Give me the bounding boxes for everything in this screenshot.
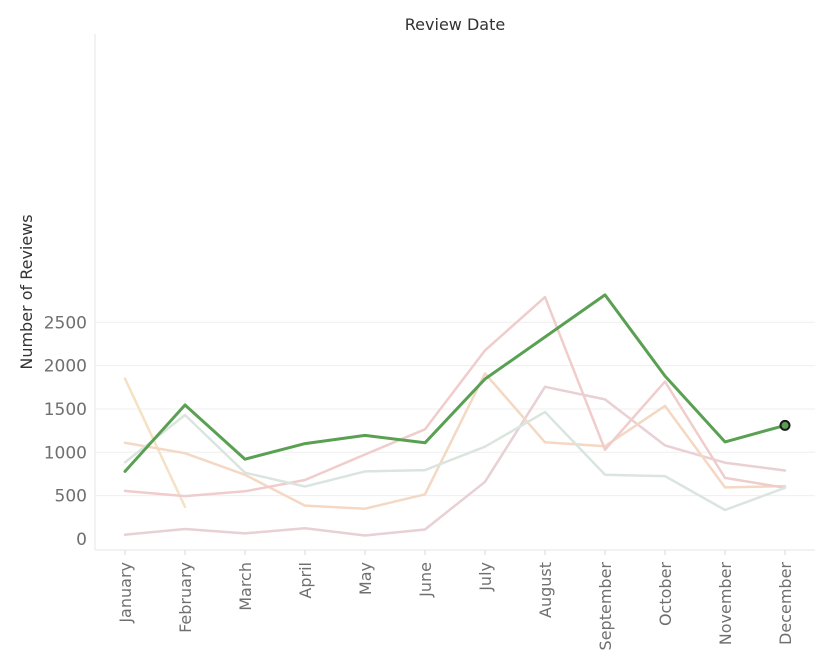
chart-title: Review Date xyxy=(405,15,505,34)
marker-layer xyxy=(779,419,791,431)
x-tick-label: June xyxy=(416,562,435,598)
x-axis-ticks: January February March April May June July Augu… xyxy=(116,550,795,650)
y-tick-label: 500 xyxy=(55,487,87,507)
x-tick-label: January xyxy=(116,562,135,624)
y-tick-label: 2500 xyxy=(44,313,87,333)
y-tick-label: 0 xyxy=(76,530,87,550)
x-tick-label: March xyxy=(236,562,255,611)
data-point-marker[interactable] xyxy=(779,419,791,431)
x-tick-label: October xyxy=(656,562,675,626)
x-tick-label: November xyxy=(716,562,735,646)
series-lines xyxy=(123,293,787,537)
series-line-1 xyxy=(123,377,187,509)
y-axis-ticks: 0 500 1000 1500 2000 2500 xyxy=(44,313,87,550)
y-tick-label: 2000 xyxy=(44,357,87,377)
x-tick-label: February xyxy=(176,562,195,633)
x-tick-label: September xyxy=(596,562,615,651)
x-tick-label: April xyxy=(296,562,315,599)
series-line-5 xyxy=(123,293,787,473)
x-tick-label: August xyxy=(536,562,555,618)
y-axis-label: Number of Reviews xyxy=(17,214,36,369)
x-tick-label: May xyxy=(356,562,375,595)
x-tick-label: July xyxy=(476,562,495,592)
x-tick-label: December xyxy=(776,562,795,645)
series-line-0 xyxy=(123,385,787,537)
y-tick-label: 1000 xyxy=(44,443,87,463)
series-line-3 xyxy=(123,295,787,498)
y-tick-label: 1500 xyxy=(44,400,87,420)
series-line-2 xyxy=(123,372,787,510)
series-line-4 xyxy=(123,410,787,512)
